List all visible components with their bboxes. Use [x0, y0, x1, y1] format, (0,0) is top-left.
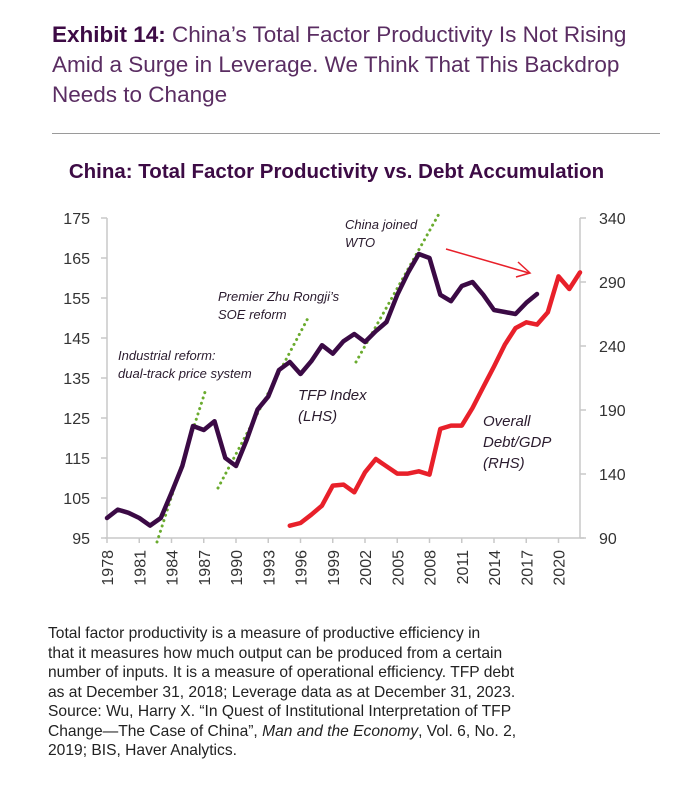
x-tick-label: 2017	[519, 550, 536, 586]
axes: 95 105 115 125 135 145 155 165 175 90 140 190 240 290…	[63, 211, 626, 586]
left-tick-label: 155	[63, 291, 90, 308]
x-tick-label: 1990	[229, 550, 246, 586]
left-tick-label: 175	[63, 211, 90, 228]
right-tick-label: 140	[599, 467, 626, 484]
left-tick-label: 115	[64, 451, 90, 468]
x-tick-label: 2008	[423, 550, 440, 586]
annotation-wto: China joined WTO	[345, 217, 418, 250]
footnote-line: that it measures how much output can be …	[48, 644, 503, 662]
exhibit-title: Exhibit 14: China’s Total Factor Product…	[52, 20, 662, 110]
left-tick-label: 105	[63, 491, 90, 508]
series-label-debt: Overall Debt/GDP (RHS)	[483, 413, 551, 472]
x-tick-label: 1993	[261, 550, 278, 586]
x-tick-label: 1978	[100, 550, 117, 586]
left-tick-label: 145	[63, 331, 90, 348]
left-tick-label: 125	[63, 411, 90, 428]
annotation-zhu-rongji: Premier Zhu Rongji’s SOE reform	[218, 289, 340, 322]
exhibit-number: Exhibit 14:	[52, 22, 166, 47]
x-tick-label: 2005	[390, 550, 407, 586]
series-label-tfp: TFP Index (LHS)	[298, 387, 367, 425]
footnote-line: Source: Wu, Harry X. “In Quest of Instit…	[48, 703, 512, 720]
right-tick-label: 90	[599, 531, 617, 548]
footnote-line: Total factor productivity is a measure o…	[48, 625, 481, 642]
series-lines	[104, 251, 583, 528]
footnote-line: Change—The Case of China”, Man and the E…	[48, 722, 517, 740]
right-tick-label: 290	[599, 275, 626, 292]
footnote-line: as at December 31, 2018; Leverage data a…	[48, 683, 516, 701]
x-tick-label: 1999	[326, 550, 343, 586]
trend-arrow	[445, 248, 530, 274]
trend-arrow-head	[515, 261, 532, 278]
right-tick-label: 340	[599, 211, 626, 228]
divider	[52, 133, 660, 134]
debt-gdp-line	[287, 270, 583, 528]
chart: 95 105 115 125 135 145 155 165 175 90 140 190 240 290…	[63, 210, 626, 586]
footnote: Total factor productivity is a measure o…	[48, 624, 668, 761]
left-tick-label: 165	[63, 251, 90, 268]
x-tick-label: 2020	[552, 550, 569, 586]
x-tick-label: 2011	[455, 550, 472, 585]
x-tick-label: 2014	[487, 550, 504, 586]
left-tick-label: 95	[72, 531, 90, 548]
x-tick-label: 1981	[132, 550, 149, 586]
x-tick-label: 1996	[294, 550, 311, 586]
x-tick-label: 1984	[165, 550, 182, 586]
left-tick-label: 135	[63, 371, 90, 388]
x-tick-label: 1987	[197, 550, 214, 586]
right-tick-label: 190	[599, 403, 626, 420]
exhibit-headline: China’s Total Factor Productivity Is Not…	[52, 22, 627, 107]
footnote-line: number of inputs. It is a measure of ope…	[48, 664, 515, 681]
right-tick-label: 240	[599, 339, 626, 356]
footnote-line: 2019; BIS, Haver Analytics.	[48, 742, 237, 759]
chart-title: China: Total Factor Productivity vs. Deb…	[68, 160, 605, 183]
annotation-industrial-reform: Industrial reform: dual-track price syste…	[118, 348, 252, 381]
journal-name: Man and the Economy	[262, 722, 419, 740]
x-tick-label: 2002	[358, 550, 375, 586]
